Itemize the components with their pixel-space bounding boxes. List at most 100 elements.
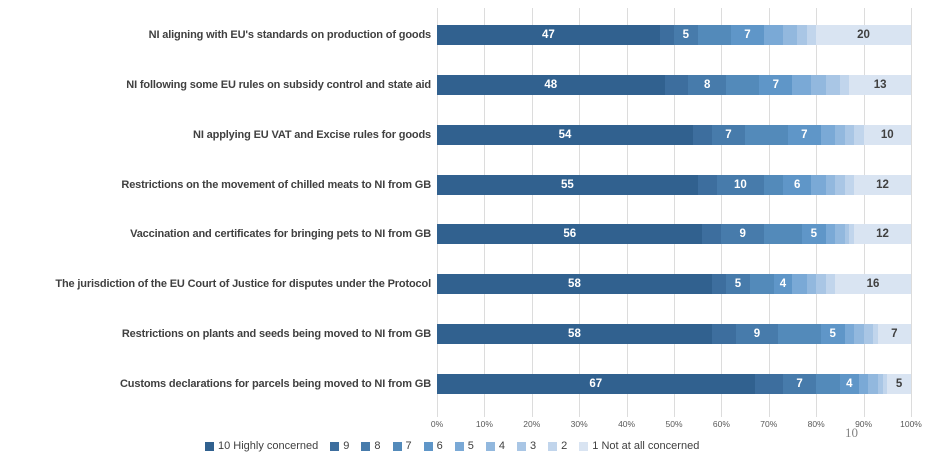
bar-segment (754, 373, 784, 394)
bar-segment (825, 174, 836, 195)
segment-value-label: 58 (568, 328, 581, 341)
bar-segment (835, 224, 845, 245)
bar-segment: 67 (437, 373, 755, 394)
legend-label: 8 (374, 440, 381, 452)
segment-value-label: 4 (779, 278, 787, 291)
bar-segment: 5 (887, 373, 911, 394)
bar-segment: 7 (787, 124, 821, 145)
bar-segment (820, 124, 836, 145)
legend-label: 6 (436, 440, 443, 452)
bar-row: 58 5 4 16 (437, 274, 911, 295)
segment-value-label: 20 (857, 29, 870, 41)
x-tick-label: 80% (807, 419, 825, 429)
legend-swatch (517, 441, 527, 451)
bar-segment (792, 74, 812, 95)
legend-label: 10 Highly concerned (218, 440, 319, 452)
legend-swatch (454, 441, 464, 451)
bar-row: 48 8 7 13 (437, 74, 911, 95)
legend-item: 9 (330, 440, 349, 452)
category-label: Vaccination and certificates for bringin… (130, 228, 431, 241)
gridline (579, 8, 581, 417)
x-tick-label: 0% (430, 419, 444, 429)
bar-segment (764, 174, 783, 195)
gridline (863, 8, 865, 417)
category-label: Customs declarations for parcels being m… (120, 377, 431, 390)
bar-segment: 6 (782, 174, 812, 195)
segment-value-label: 55 (560, 178, 574, 191)
gridline (626, 8, 628, 417)
category-label: NI applying EU VAT and Excise rules for … (193, 128, 431, 141)
bar-segment: 8 (688, 74, 727, 95)
segment-value-label: 7 (801, 128, 808, 141)
bar-segment (806, 274, 817, 295)
legend-label: 5 (467, 440, 474, 452)
gridline (531, 8, 533, 417)
bar-segment (711, 274, 727, 295)
legend-swatch (548, 441, 558, 451)
segment-value-label: 5 (895, 377, 903, 390)
legend-label: 2 (561, 440, 568, 452)
bar-segment: 5 (726, 274, 750, 295)
bar-segment: 4 (839, 373, 859, 394)
legend-item: 6 (423, 440, 443, 452)
bar-segment (844, 224, 850, 245)
bar-segment (764, 224, 802, 245)
bar-segment (844, 174, 855, 195)
bar-segment: 12 (854, 224, 911, 245)
bar-segment (877, 373, 883, 394)
bar-segment (825, 224, 836, 245)
bar-segment (749, 274, 774, 295)
x-tick-label: 40% (618, 419, 636, 429)
bar-segment (854, 324, 864, 345)
legend-label: 7 (405, 440, 412, 452)
segment-value-label: 12 (876, 228, 889, 241)
segment-value-label: 7 (744, 29, 751, 41)
bar-segment: 5 (801, 224, 826, 245)
bar-segment: 48 (437, 74, 665, 95)
legend-item: 5 (454, 440, 474, 452)
segment-value-label: 5 (810, 228, 817, 241)
gridline (674, 8, 675, 417)
bar-segment (849, 224, 855, 245)
legend-item: 3 (517, 440, 536, 452)
gridline (721, 8, 723, 417)
bar-segment (697, 25, 731, 45)
bar-segment: 4 (773, 274, 793, 295)
x-tick-label: 10% (475, 419, 493, 429)
bar-segment: 54 (437, 124, 693, 145)
bar-segment (835, 124, 845, 145)
x-tick-label: 100% (900, 419, 922, 429)
bar-segment: 7 (877, 324, 911, 345)
bar-segment (858, 373, 869, 394)
bar-segment: 10 (863, 124, 911, 145)
x-tick-label: 60% (712, 419, 730, 429)
bar-segment: 47 (437, 25, 660, 45)
x-tick-label: 50% (665, 419, 683, 429)
x-tick-label: 30% (570, 419, 588, 429)
bar-segment (854, 124, 864, 145)
bar-segment (811, 174, 826, 195)
bar-segment (844, 124, 855, 145)
bar-segment (825, 274, 836, 295)
bar-segment: 55 (437, 174, 698, 195)
gridline (437, 8, 438, 417)
bar-segment: 12 (854, 174, 911, 195)
legend-swatch (392, 441, 402, 451)
segment-value-label: 16 (866, 278, 880, 291)
segment-value-label: 10 (880, 128, 894, 141)
segment-value-label: 8 (703, 78, 711, 91)
bar-segment (782, 25, 798, 45)
bar-segment (844, 324, 855, 345)
bar-segment (882, 373, 888, 394)
segment-value-label: 67 (589, 377, 603, 390)
bar-segment (816, 274, 826, 295)
bar-segment: 7 (711, 124, 746, 145)
bar-segment (764, 25, 783, 45)
bar-segment (702, 224, 722, 245)
bar-segment: 58 (437, 274, 712, 295)
segment-value-label: 5 (734, 278, 742, 291)
bar-segment: 5 (673, 25, 698, 45)
bar-segment: 7 (783, 373, 817, 394)
legend-item: 8 (361, 440, 381, 452)
segment-value-label: 47 (541, 29, 555, 41)
